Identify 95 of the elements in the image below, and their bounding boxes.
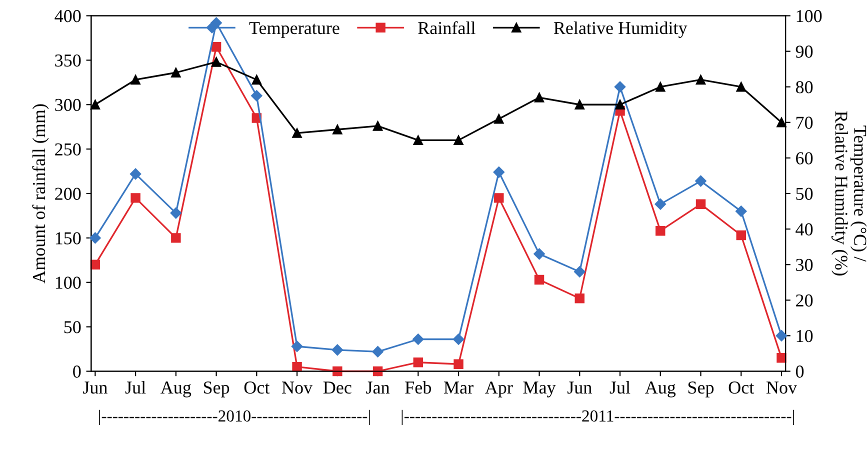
x-tick-label: Oct [728,382,754,394]
point [656,226,666,236]
legend-label: Relative Humidity [554,21,688,38]
point [292,362,302,372]
text: |---------------------2010---------------------| [99,410,370,426]
point [776,118,786,128]
legend-label: Rainfall [418,21,476,34]
x-tick-label: Mar [444,382,474,394]
point [332,344,344,356]
point [130,168,142,180]
point [534,274,544,285]
x-tick-label: Aug [645,382,676,398]
point [696,199,706,210]
point [332,124,342,134]
x-tick-label: Sep [204,382,230,398]
x-tick-label: Nov [766,382,798,394]
y-tick-label: 100 [56,276,81,289]
point [574,266,586,278]
point [90,100,100,110]
point [170,207,182,219]
x-tick-label: Feb [405,380,432,394]
point [211,42,222,52]
point [736,206,747,217]
point [615,100,625,110]
point [211,57,222,67]
x-tick-label: Jun [83,382,108,394]
x-tick-label: Jul [125,380,146,394]
point [90,232,101,244]
y2-axis-title: Temperature (°C) / Relative Humidity (%) [831,111,867,276]
point [493,166,505,178]
point [776,330,788,342]
point [614,81,626,92]
point [656,82,666,92]
y-tick-label: 50 [64,321,81,334]
point [130,74,140,85]
y2-tick-label: 20 [796,294,813,307]
y2-tick-label: 100 [796,10,822,22]
y-tick-label: 150 [56,232,81,244]
x-tick-label: Jul [610,380,630,394]
point [171,68,181,78]
point [736,230,746,240]
point [90,260,100,270]
point [534,92,544,102]
x-tick-label: Apr [485,382,513,398]
legend-label: Temperature [249,22,340,38]
point [412,334,424,345]
point [736,82,746,92]
y2-tick-label: 70 [796,116,813,129]
point [171,233,181,243]
point [413,135,424,146]
text: |--------------------------------2011--------------------------------| [402,410,794,426]
y2-tick-label: 90 [796,46,813,58]
point [251,90,262,102]
point [494,193,504,203]
point [454,135,464,146]
point [695,175,706,187]
x-tick-label: Oct [244,382,270,394]
point [372,346,384,358]
point [494,114,504,124]
y2-tick-label: 80 [796,81,813,94]
x-tick-label: Sep [688,382,714,398]
y2-tick-label: 30 [796,258,813,272]
point [291,340,303,352]
y-tick-label: 250 [55,143,81,156]
point [252,74,262,85]
y-tick-label: 400 [54,10,81,22]
point [534,248,545,260]
y2-tick-label: 60 [796,152,813,164]
y-tick-label: 350 [55,54,81,67]
x-tick-label: Dec [323,382,352,394]
point [332,366,342,376]
point [292,128,302,138]
point [574,294,585,304]
y2-tick-label: 40 [796,223,813,236]
point [130,193,140,203]
y2-tick-label: 10 [796,330,813,342]
y-tick-label: 200 [55,188,81,200]
point [452,334,464,345]
y-tick-label: 0 [73,366,81,378]
point [372,121,383,131]
x-tick-label: Jun [567,382,592,394]
point [696,74,706,85]
y-tick-label: 300 [55,98,81,112]
x-tick-label: Jan [366,382,390,394]
point [776,353,786,363]
y2-tick-label: 50 [796,188,813,200]
x-tick-label: Nov [282,382,313,394]
y2-tick-label: 0 [796,366,804,378]
point [574,100,585,110]
point [454,359,464,369]
x-tick-label: May [523,382,556,398]
y-axis-title: Amount of rainfall (mm) [32,104,49,284]
x-tick-label: Aug [160,382,192,398]
point [654,198,666,210]
point [413,358,424,368]
